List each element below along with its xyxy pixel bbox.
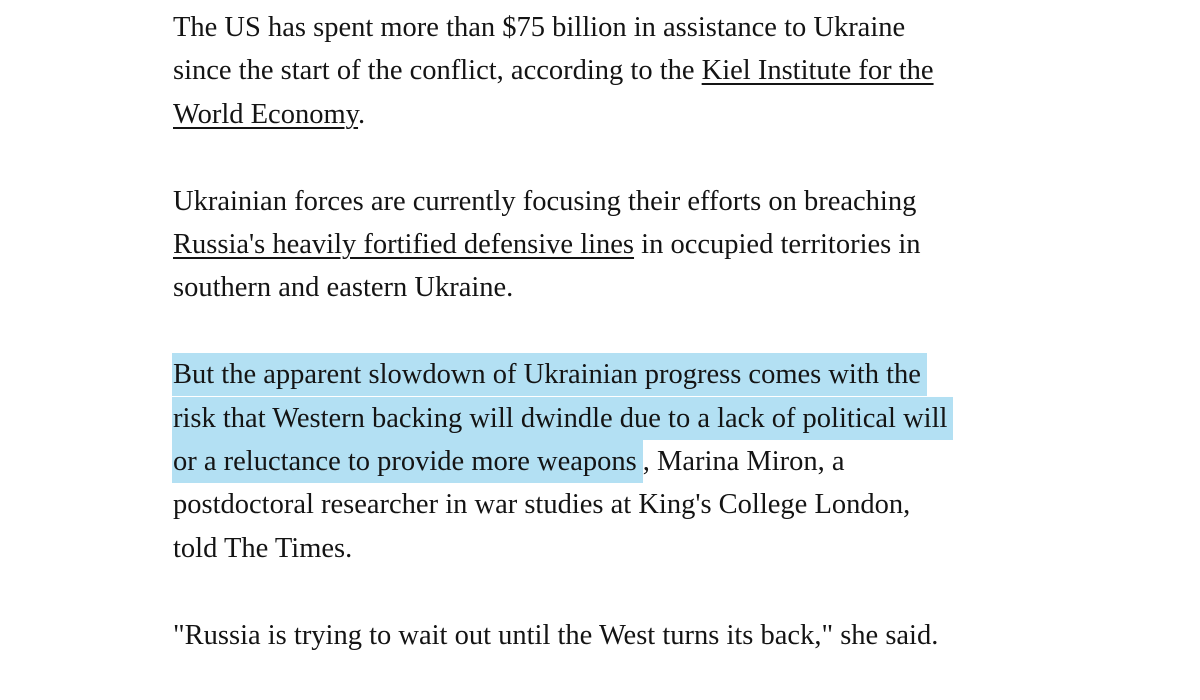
paragraph-slowdown: But the apparent slowdown of Ukrainian p… bbox=[172, 353, 1073, 570]
kiel-institute-link[interactable]: Kiel Institute for the World Economy bbox=[173, 55, 934, 129]
text: postdoctoral researcher in war studies a… bbox=[173, 489, 911, 521]
paragraph-ukrainian-forces: Ukrainian forces are currently focusing … bbox=[173, 180, 1073, 310]
link-text: World Economy bbox=[173, 98, 359, 130]
text: told The Times. bbox=[173, 532, 353, 564]
text: in occupied territories in bbox=[634, 229, 921, 261]
text: since the start of the conflict, accordi… bbox=[173, 55, 702, 87]
article-body: The US has spent more than $75 billion i… bbox=[172, 6, 1073, 700]
text: southern and eastern Ukraine. bbox=[173, 272, 514, 304]
selected-text[interactable]: But the apparent slowdown of Ukrainian p… bbox=[172, 353, 927, 397]
selected-text[interactable]: risk that Western backing will dwindle d… bbox=[172, 396, 954, 440]
text: The US has spent more than $75 billion i… bbox=[173, 12, 906, 43]
text: Ukrainian forces are currently focusing … bbox=[173, 185, 917, 217]
text: . bbox=[358, 98, 366, 130]
paragraph-quote: "Russia is trying to wait out until the … bbox=[173, 614, 1073, 657]
quote-text: "Russia is trying to wait out until the … bbox=[173, 619, 939, 651]
link-text: Kiel Institute for the bbox=[701, 55, 934, 87]
defensive-lines-link[interactable]: Russia's heavily fortified defensive lin… bbox=[173, 229, 635, 261]
paragraph-us-spending: The US has spent more than $75 billion i… bbox=[173, 6, 1073, 136]
selected-text[interactable]: or a reluctance to provide more weapons bbox=[172, 440, 643, 484]
text: , Marina Miron, a bbox=[642, 446, 845, 478]
